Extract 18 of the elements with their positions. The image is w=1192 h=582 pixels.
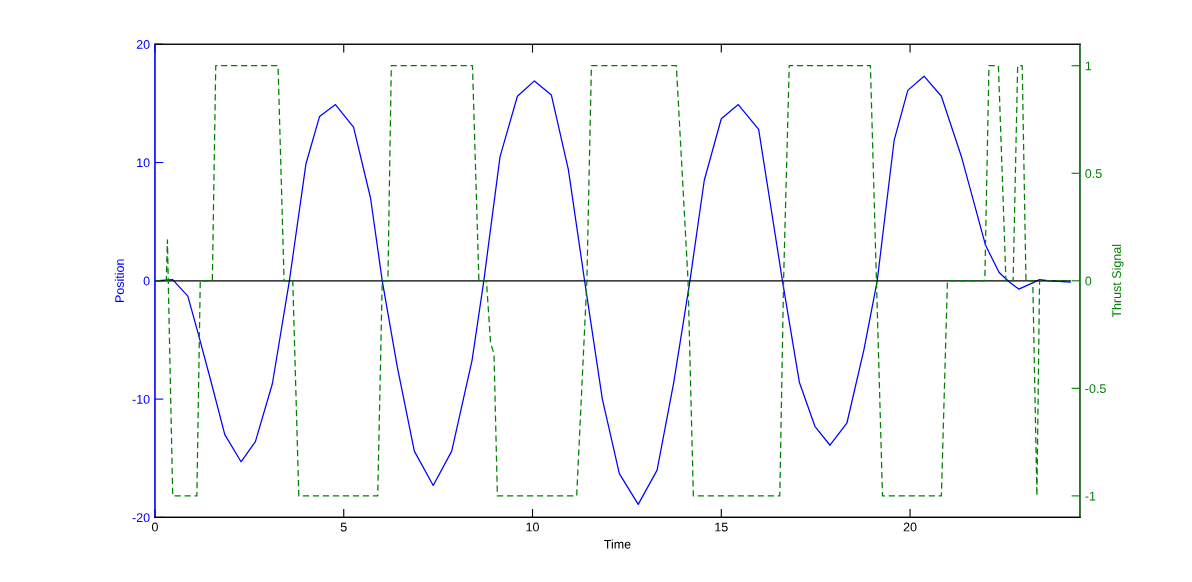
y2-tick-label: 0 <box>1085 276 1092 286</box>
y2-tick-label: 1 <box>1085 61 1092 71</box>
y-tick-label: 20 <box>136 40 150 49</box>
y2-tick-label: -0.5 <box>1085 384 1106 394</box>
x-axis-title: Time <box>604 539 631 549</box>
y-tick-label: 10 <box>137 158 150 168</box>
y-tick-label: 0 <box>143 276 150 286</box>
x-tick-label: 15 <box>715 522 728 532</box>
x-tick-label: 20 <box>903 522 917 532</box>
y2-axis-title: Thrust Signal <box>1111 244 1124 318</box>
y2-tick-label: -1 <box>1085 491 1096 501</box>
x-tick-label: 10 <box>526 522 539 532</box>
x-tick-label: 0 <box>151 522 158 532</box>
y-tick-label: -10 <box>132 394 150 404</box>
y2-tick-label: 0.5 <box>1085 169 1102 178</box>
x-tick-label: 5 <box>340 522 347 532</box>
y-axis-title: Position <box>114 259 125 303</box>
y-tick-label: -20 <box>132 513 150 523</box>
